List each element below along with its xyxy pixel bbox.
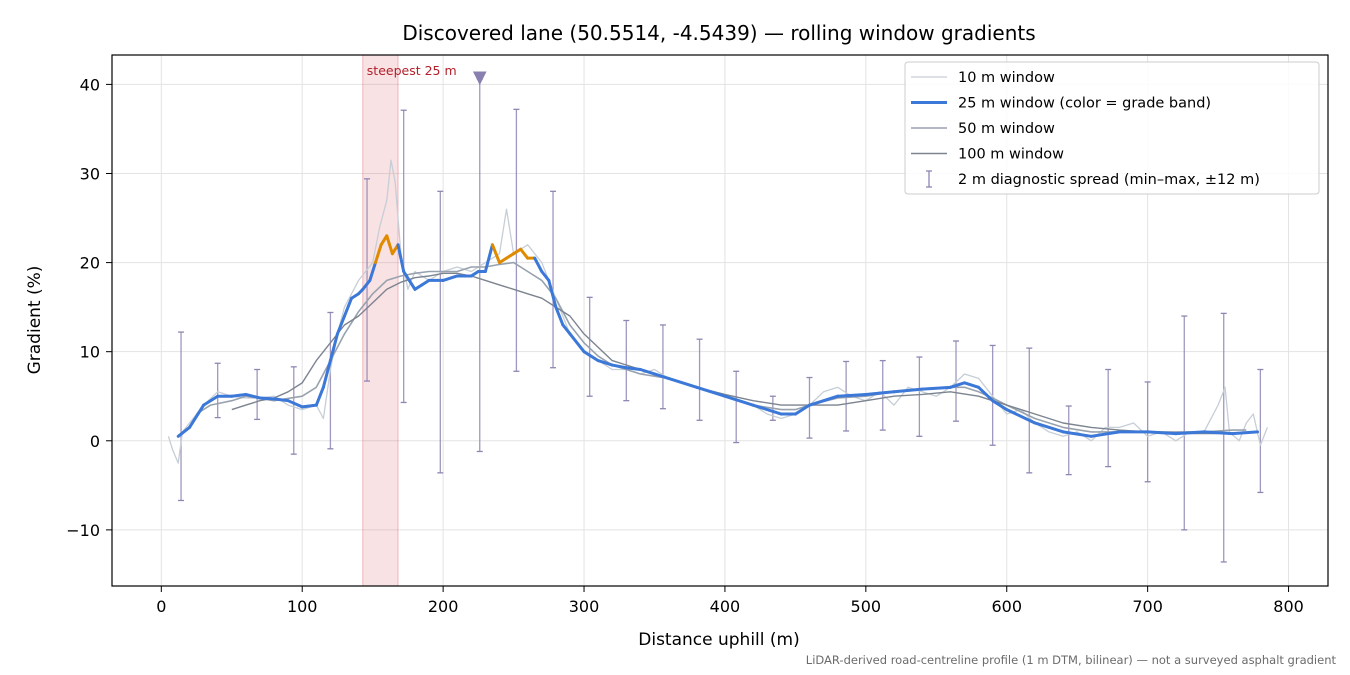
series-25m-segment xyxy=(624,366,642,372)
series-25m-segment xyxy=(407,278,417,291)
series-25m-segment xyxy=(533,256,544,273)
series-25m-segment xyxy=(244,392,262,400)
series-25m-segment xyxy=(638,368,656,376)
x-tick-label: 0 xyxy=(156,597,166,616)
series-25m-segment xyxy=(751,403,783,416)
x-tick-label: 600 xyxy=(991,597,1022,616)
series-25m-segment xyxy=(554,305,565,327)
steepest-marker xyxy=(472,71,487,86)
series-25m-segment xyxy=(610,363,628,370)
series-25m-segment xyxy=(230,392,248,398)
y-tick-label: 40 xyxy=(80,75,100,94)
series-25m-segment xyxy=(948,381,966,389)
series-25m-segment xyxy=(596,359,614,367)
series-25m-segment xyxy=(1089,430,1121,438)
series-25m-segment xyxy=(368,261,377,282)
series-25m-segment xyxy=(695,385,727,398)
series-25m-segment xyxy=(441,274,459,282)
x-tick-label: 500 xyxy=(851,597,882,616)
series-25m-segment xyxy=(385,234,394,256)
series-25m-segment xyxy=(187,403,206,429)
legend-box xyxy=(904,61,1320,195)
series-25m-segment xyxy=(328,332,339,363)
series-25m-segment xyxy=(373,243,383,265)
series-25m-segment xyxy=(335,314,346,336)
series-25m-segment xyxy=(202,394,220,407)
series-25m-segment xyxy=(836,392,868,398)
series-25m-segment xyxy=(483,243,494,273)
series-25m-segment xyxy=(561,323,572,336)
series-25m-segment xyxy=(490,243,501,265)
series-25m-segment xyxy=(321,359,332,389)
series-25m-segment xyxy=(892,387,924,394)
series-25m-segment xyxy=(314,385,325,407)
footnote: LiDAR-derived road-centreline profile (1… xyxy=(806,653,1337,667)
series-line xyxy=(231,272,1219,435)
series-25m-segment xyxy=(652,372,671,380)
series-25m-segment xyxy=(396,243,406,273)
series-25m-segment xyxy=(920,385,952,391)
series-25m-segment xyxy=(272,397,290,403)
series-25m-segment xyxy=(1061,430,1093,438)
series-25m-segment xyxy=(582,350,600,363)
series-line xyxy=(167,159,1269,464)
x-tick-label: 800 xyxy=(1273,597,1304,616)
steepest-annotation: steepest 25 m xyxy=(367,63,457,78)
x-tick-label: 300 xyxy=(569,597,600,616)
axis-ticks: 0 100 200 300 400 500 600 700 800 −10 0 10 20 30 40 xyxy=(66,75,1304,616)
series-25m-segment xyxy=(568,332,586,354)
series-25m-segment xyxy=(991,399,1009,412)
legend-label: 100 m window xyxy=(958,147,1064,163)
series-25m-segment xyxy=(402,269,411,282)
series-25m-segment xyxy=(864,390,896,396)
error-bars xyxy=(178,78,1264,563)
y-axis-label: Gradient (%) xyxy=(25,266,45,375)
legend-label: 50 m window xyxy=(958,121,1055,137)
x-axis-label: Distance uphill (m) xyxy=(638,630,799,650)
x-tick-label: 100 xyxy=(287,597,318,616)
y-tick-label: 30 xyxy=(80,164,100,183)
series-25m-segment xyxy=(176,425,191,438)
series-25m-segment xyxy=(667,376,699,389)
series-25m-segment xyxy=(1174,430,1206,436)
y-tick-label: −10 xyxy=(66,521,100,540)
legend: 10 m window 25 m window (color = grade ba… xyxy=(904,61,1320,195)
series-25m-segment xyxy=(962,381,981,389)
series-25m-segment xyxy=(547,278,558,309)
legend-label: 2 m diagnostic spread (min–max, ±12 m) xyxy=(958,172,1260,188)
series-25m-segment xyxy=(519,247,530,260)
series-25m-segment xyxy=(1146,430,1178,436)
series-25m-segment xyxy=(977,385,995,403)
series-25m-segment xyxy=(361,278,372,291)
series-25m-segment xyxy=(1033,421,1065,434)
legend-label: 10 m window xyxy=(958,70,1055,86)
series-25m-segment xyxy=(723,394,755,407)
y-tick-label: 20 xyxy=(80,254,100,273)
steepest-segment-band xyxy=(362,54,399,587)
plot-frame xyxy=(111,54,1329,587)
x-tick-label: 200 xyxy=(428,597,459,616)
series-25m-segment xyxy=(540,269,551,282)
series-25m-segment xyxy=(258,396,276,401)
x-tick-label: 400 xyxy=(710,597,741,616)
series-25m-segment xyxy=(1202,430,1234,436)
series-25m-segment xyxy=(1230,430,1260,436)
series-25m-segment xyxy=(300,403,318,409)
series-lines xyxy=(167,159,1269,464)
series-25m-segment xyxy=(1005,408,1037,425)
y-tick-label: 10 xyxy=(80,343,100,362)
y-tick-label: 0 xyxy=(90,432,100,451)
series-25m-segment xyxy=(286,399,304,409)
x-tick-label: 700 xyxy=(1132,597,1163,616)
legend-label: 25 m window (color = grade band) xyxy=(958,96,1211,112)
series-25m-segment xyxy=(793,403,811,416)
series-25m-segment xyxy=(807,394,840,407)
series-25m-segment xyxy=(342,296,354,318)
chart-title: Discovered lane (50.5514, -4.5439) — rol… xyxy=(402,21,1035,45)
